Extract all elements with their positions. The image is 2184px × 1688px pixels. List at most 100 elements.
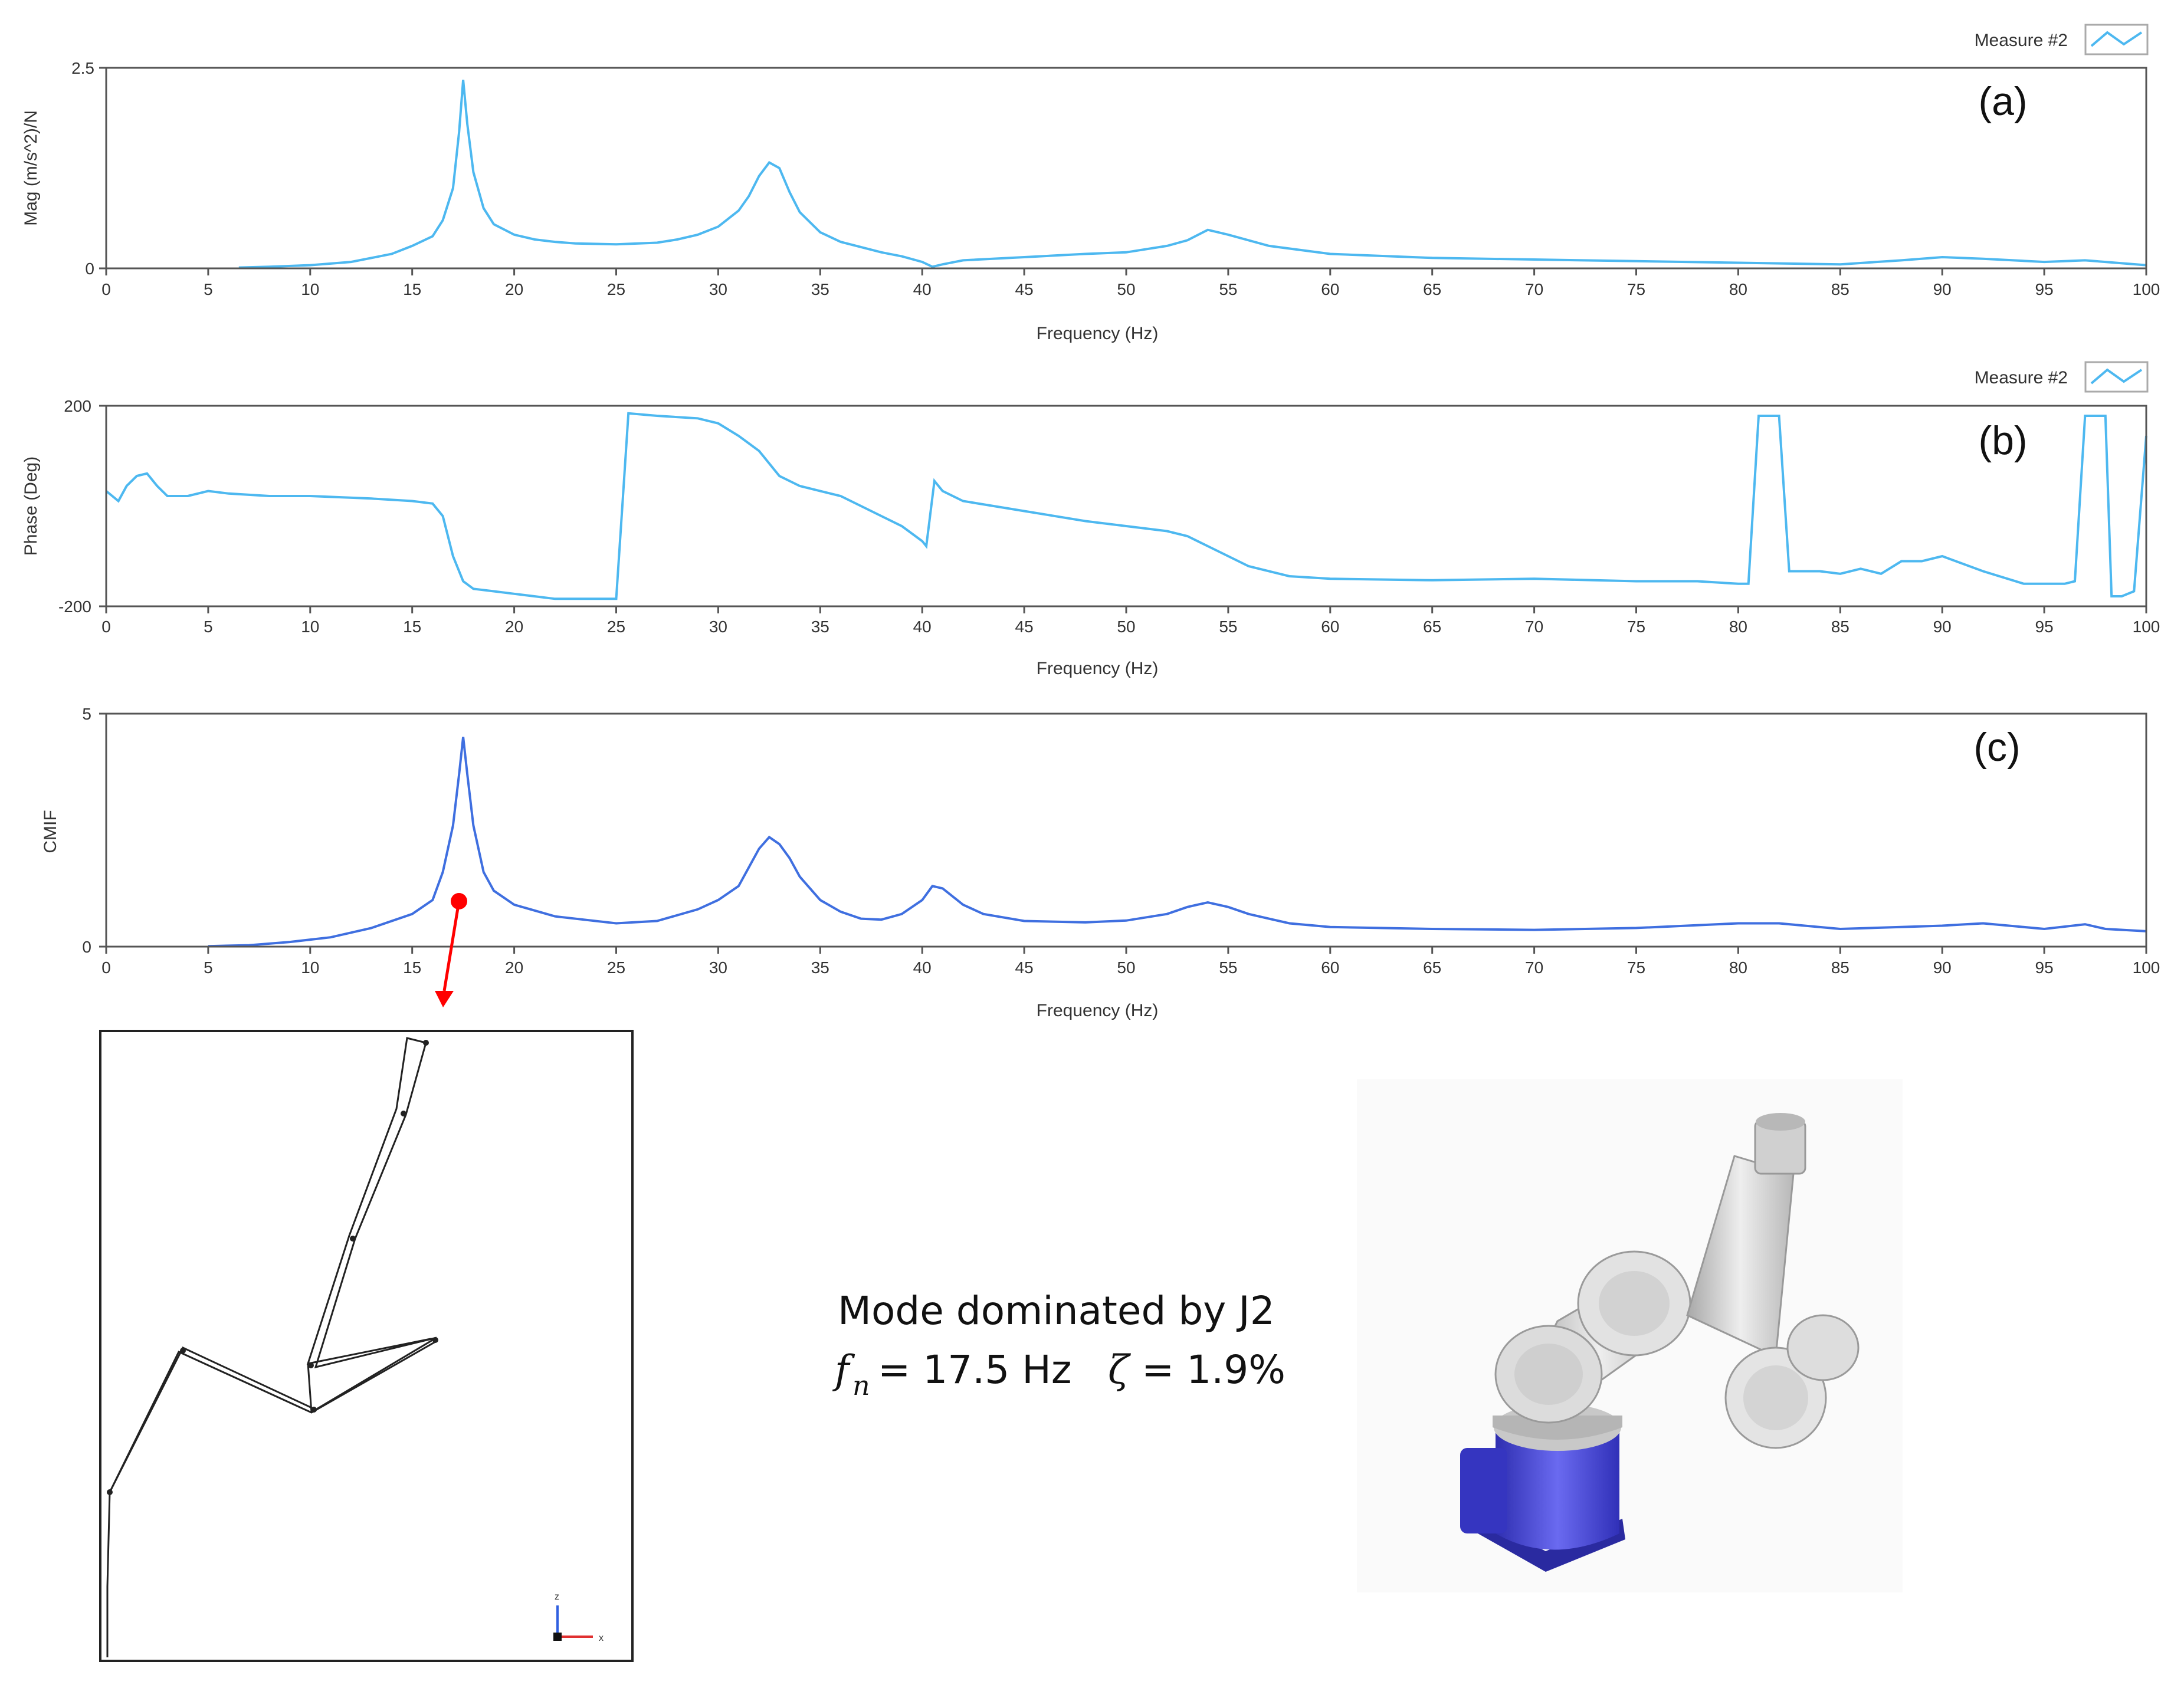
x-tick-label-a-40: 40 (913, 280, 932, 298)
x-tick-label-b-85: 85 (1831, 618, 1849, 636)
x-tick-label-c-10: 10 (301, 958, 319, 977)
series-line-measure-2-b (105, 412, 2147, 600)
x-tick-label-a-95: 95 (2035, 280, 2054, 298)
legend-swatch-b (2084, 361, 2149, 393)
x-axis-title-b: Frequency (Hz) (1037, 659, 1159, 678)
x-tick-label-b-0: 0 (101, 618, 111, 636)
x-axis-ticks-a (99, 67, 2147, 275)
x-tick-label-b-75: 75 (1627, 618, 1645, 636)
x-tick-label-a-80: 80 (1729, 280, 1747, 298)
x-tick-label-c-65: 65 (1423, 958, 1441, 977)
x-tick-label-b-35: 35 (811, 618, 829, 636)
x-tick-label-a-85: 85 (1831, 280, 1849, 298)
panel-a: 0 5 10 15 20 25 30 35 40 45 50 55 60 65 70 75 80 85 90 95 10… (21, 24, 2160, 343)
robot-base-plate (1478, 1516, 1625, 1572)
x-axis-ticks-c (99, 712, 2147, 954)
x-tick-label-a-90: 90 (1933, 280, 1952, 298)
x-tick-label-c-100: 100 (2133, 958, 2160, 977)
axis-label-z: z (555, 1592, 559, 1602)
x-tick-label-c-20: 20 (505, 958, 523, 977)
x-tick-label-c-0: 0 (101, 958, 111, 977)
mode-description: Mode dominated by J2 f n = 17.5 Hz ζ = 1… (832, 1288, 1286, 1401)
y-tick-label-c-max: 5 (82, 705, 91, 723)
x-tick-label-a-60: 60 (1321, 280, 1339, 298)
x-tick-label-a-30: 30 (709, 280, 727, 298)
x-tick-label-a-25: 25 (607, 280, 625, 298)
plot-frame-b (105, 405, 2147, 607)
x-tick-label-a-45: 45 (1015, 280, 1034, 298)
damping-symbol: ζ (1108, 1347, 1132, 1393)
x-tick-label-b-25: 25 (607, 618, 625, 636)
mode-shape-nodes (107, 1040, 438, 1495)
x-tick-label-a-70: 70 (1525, 280, 1543, 298)
panel-label-a: (a) (1978, 79, 2027, 124)
x-tick-label-b-55: 55 (1219, 618, 1237, 636)
mode-shape-frame (99, 1030, 634, 1662)
coordinate-triad: z x (553, 1592, 604, 1643)
x-tick-label-b-30: 30 (709, 618, 727, 636)
x-tick-label-a-20: 20 (505, 280, 523, 298)
x-tick-label-a-0: 0 (101, 280, 111, 298)
x-tick-label-a-100: 100 (2133, 280, 2160, 298)
panel-b: 0 5 10 15 20 25 30 35 40 45 50 55 60 65 70 75 80 85 90 95 10… (21, 361, 2160, 678)
panel-label-b: (b) (1978, 418, 2027, 463)
x-tick-labels-c: 0 5 10 15 20 25 30 35 40 45 50 55 60 65 70 75 80 85 90 95 10… (101, 958, 2160, 977)
x-tick-label-b-5: 5 (204, 618, 213, 636)
y-tick-label-c-min: 0 (82, 938, 91, 956)
x-tick-label-c-55: 55 (1219, 958, 1237, 977)
x-tick-label-c-75: 75 (1627, 958, 1645, 977)
x-tick-label-b-10: 10 (301, 618, 319, 636)
pointer-arrowhead (435, 991, 454, 1007)
x-tick-label-b-40: 40 (913, 618, 932, 636)
x-tick-label-a-50: 50 (1117, 280, 1135, 298)
x-tick-label-b-65: 65 (1423, 618, 1441, 636)
x-tick-label-a-75: 75 (1627, 280, 1645, 298)
y-tick-label-b-min: -200 (58, 597, 91, 616)
legend-swatch-a (2084, 24, 2149, 55)
x-tick-label-c-5: 5 (204, 958, 213, 977)
pointer-dot (451, 893, 467, 909)
x-tick-label-b-20: 20 (505, 618, 523, 636)
axis-label-x: x (599, 1633, 604, 1643)
x-tick-label-c-25: 25 (607, 958, 625, 977)
x-axis-title-a: Frequency (Hz) (1037, 324, 1159, 343)
x-tick-label-a-55: 55 (1219, 280, 1237, 298)
panel-label-c: (c) (1973, 725, 2020, 770)
x-tick-label-c-60: 60 (1321, 958, 1339, 977)
x-tick-label-b-60: 60 (1321, 618, 1339, 636)
x-tick-label-c-95: 95 (2035, 958, 2054, 977)
x-tick-label-b-15: 15 (403, 618, 421, 636)
y-axis-title-a: Mag (m/s^2)/N (21, 110, 41, 226)
x-tick-label-a-35: 35 (811, 280, 829, 298)
x-axis-title-c: Frequency (Hz) (1037, 1001, 1159, 1020)
robot-base (1496, 1427, 1619, 1550)
legend-label-b: Measure #2 (1975, 368, 2068, 387)
x-tick-label-a-10: 10 (301, 280, 319, 298)
x-tick-label-a-15: 15 (403, 280, 421, 298)
mode-title: Mode dominated by J2 (838, 1288, 1275, 1334)
x-tick-label-b-90: 90 (1933, 618, 1952, 636)
x-tick-label-b-95: 95 (2035, 618, 2054, 636)
x-tick-label-c-45: 45 (1015, 958, 1034, 977)
series-line-cmif (208, 737, 2147, 948)
x-tick-labels-a: 0 5 10 15 20 25 30 35 40 45 50 55 60 65 70 75 80 85 90 95 10… (101, 280, 2160, 298)
y-tick-label-a-min: 0 (85, 260, 94, 278)
x-tick-label-b-45: 45 (1015, 618, 1034, 636)
y-axis-title-b: Phase (Deg) (21, 457, 41, 556)
y-axis-title-c: CMIF (41, 810, 60, 853)
legend-label-a: Measure #2 (1975, 31, 2068, 50)
x-tick-label-c-85: 85 (1831, 958, 1849, 977)
plot-frame-c (105, 712, 2147, 948)
x-tick-label-b-100: 100 (2133, 618, 2160, 636)
x-tick-label-c-15: 15 (403, 958, 421, 977)
x-tick-label-c-30: 30 (709, 958, 727, 977)
natural-frequency-value: = 17.5 Hz (878, 1347, 1072, 1393)
x-axis-ticks-b (99, 405, 2147, 613)
x-tick-label-a-5: 5 (204, 280, 213, 298)
x-tick-label-b-50: 50 (1117, 618, 1135, 636)
x-tick-label-b-70: 70 (1525, 618, 1543, 636)
x-tick-label-a-65: 65 (1423, 280, 1441, 298)
x-tick-label-c-35: 35 (811, 958, 829, 977)
x-tick-label-c-70: 70 (1525, 958, 1543, 977)
panel-c: 0 5 10 15 20 25 30 35 40 45 50 55 60 65 70 75 80 85 90 95 10… (41, 705, 2160, 1020)
